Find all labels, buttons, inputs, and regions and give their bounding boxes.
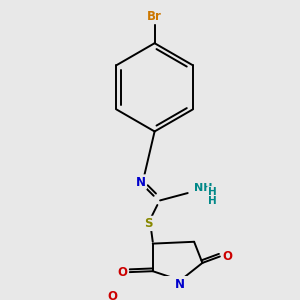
Text: S: S <box>144 217 152 230</box>
Text: O: O <box>108 290 118 300</box>
Text: Br: Br <box>147 10 162 23</box>
Text: N: N <box>136 176 146 188</box>
Text: O: O <box>222 250 232 263</box>
Text: H: H <box>208 187 217 197</box>
Text: H: H <box>208 196 217 206</box>
Text: NH: NH <box>194 182 213 193</box>
Text: O: O <box>117 266 128 279</box>
Text: N: N <box>175 278 185 292</box>
